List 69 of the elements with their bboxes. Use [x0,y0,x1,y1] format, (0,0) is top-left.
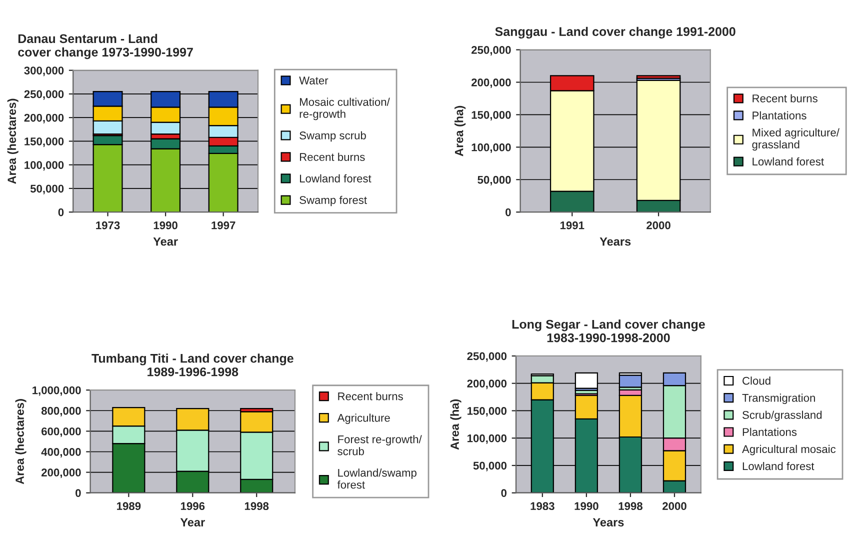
y-tick-label: 250,000 [472,46,511,56]
legend-label: Cloud [742,376,770,385]
x-tick-label: 1973 [96,221,120,230]
x-axis-title: Year [153,237,178,246]
legend-label: Agricultural mosaic [742,444,836,456]
y-tick-label: 400,000 [41,448,81,458]
chart-title: Sanggau - Land cover change 1991-2000 [495,26,736,39]
y-tick-label: 800,000 [41,406,81,416]
x-tick-label: 2000 [646,221,670,230]
legend-label: Mixed agriculture/ grassland [752,128,840,151]
x-tick-label: 2000 [662,502,686,510]
y-tick-label: 100,000 [468,434,507,444]
y-tick-label: 250,000 [467,352,507,362]
legend-label: Lowland forest [300,174,372,182]
legend-label: Transmigration [742,394,815,404]
legend-label: Lowland forest [752,157,824,166]
y-tick-label: 100,000 [24,161,64,171]
legend-label: Recent burns [338,392,403,400]
y-tick-label: 150,000 [472,110,511,120]
legend-label: Lowland/swamp forest [337,468,416,489]
x-tick-label: 1983 [530,502,554,510]
y-tick-label: 100,000 [472,143,511,153]
legend-label: Plantations [752,111,806,120]
y-tick-label: 50,000 [473,462,507,472]
y-tick-label: 300,000 [24,66,64,76]
x-axis-title: Years [600,237,631,246]
chart-title: Long Segar - Land cover change 1983-1990-1998-2000 [512,320,705,342]
y-tick-label: 0 [501,489,507,497]
x-axis-title: Year [180,518,205,526]
y-tick-label: 200,000 [24,114,64,124]
legend-label: Lowland forest [742,462,814,470]
x-tick-label: 1989 [117,502,141,510]
y-tick-label: 200,000 [467,380,507,390]
x-tick-label: 1996 [180,502,205,510]
y-tick-label: 200,000 [42,468,81,478]
legend-label: Swamp scrub [300,131,366,142]
y-tick-label: 200,000 [472,78,511,88]
x-tick-label: 1998 [244,502,269,510]
x-tick-label: 1997 [212,221,236,230]
y-axis-title: Area (ha) [450,399,462,450]
x-tick-label: 1990 [574,502,598,510]
legend-label: Plantations [742,428,797,436]
x-axis-title: Years [592,518,624,526]
y-axis-title: Area (ha) [454,106,466,156]
y-axis-title: Area (hectares) [15,399,26,484]
legend-label: Recent burns [752,94,818,102]
y-axis-title: Area (hectares) [7,98,18,184]
chart-title: Danau Sentarum - Land cover change 1973-1990-1997 [18,34,193,60]
x-tick-label: 1991 [560,221,584,230]
y-tick-label: 0 [506,208,511,216]
y-tick-label: 150,000 [24,137,64,147]
legend-label: Swamp forest [300,196,367,206]
y-tick-label: 150,000 [468,406,507,416]
legend-label: Scrub/grassland [742,410,822,422]
x-tick-label: 1990 [154,221,178,230]
legend-label: Water [299,76,328,84]
legend-label: Mosaic cultivation/ re-growth [300,98,390,120]
y-tick-label: 600,000 [42,427,81,437]
legend-label: Recent burns [300,152,365,161]
y-tick-label: 0 [58,208,64,216]
y-tick-label: 250,000 [24,90,64,100]
y-tick-label: 1,000,000 [32,386,81,396]
y-tick-label: 50,000 [478,176,511,186]
y-tick-label: 50,000 [30,184,64,194]
legend-label: Agriculture [337,414,390,424]
y-tick-label: 0 [76,489,81,497]
x-tick-label: 1998 [618,502,642,510]
legend-label: Forest re-growth/ scrub [338,435,422,456]
chart-title: Tumbang Titi - Land cover change 1989-1996-1998 [92,354,294,376]
